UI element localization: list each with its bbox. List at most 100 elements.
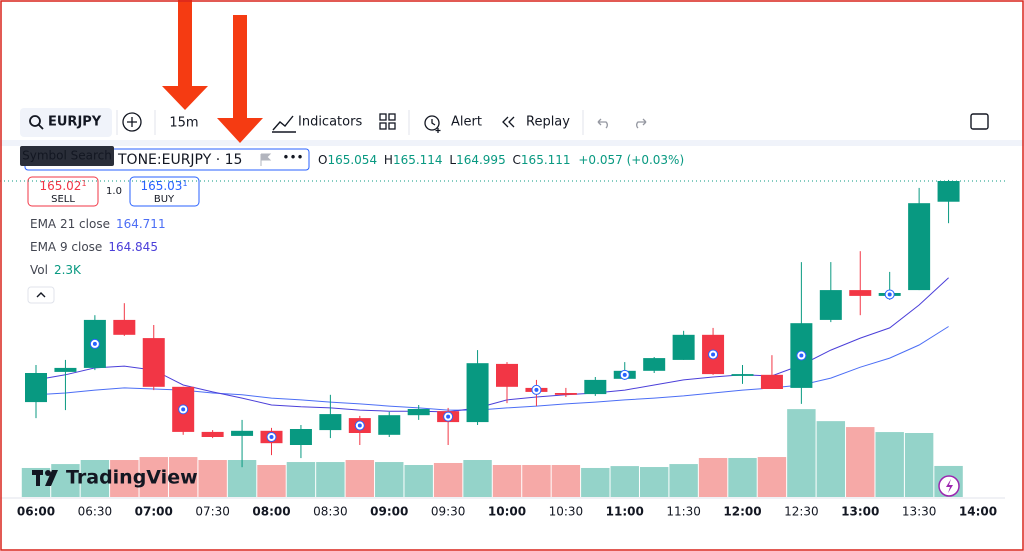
label: L xyxy=(449,153,456,167)
volume-bar xyxy=(757,457,787,497)
candle-body xyxy=(466,363,489,423)
plot: 06:00 06:30 07:00 07:30 08:00 08:30 09:00 09:30… xyxy=(0,179,1005,519)
toolbar-border xyxy=(0,140,1024,146)
event-marker xyxy=(357,423,362,428)
volume-bar xyxy=(522,465,551,497)
ema21-legend: EMA 21 close 164.711 xyxy=(30,217,166,231)
x-tick-label: 10:30 xyxy=(549,505,584,519)
x-tick-label: 14:00 xyxy=(959,505,997,519)
search-icon xyxy=(29,115,41,127)
candle-body xyxy=(819,290,842,320)
volume-bar xyxy=(375,462,404,497)
candle-body xyxy=(937,181,960,202)
layouts-icon[interactable] xyxy=(379,113,396,130)
compare-icon xyxy=(127,117,137,127)
volume-bar xyxy=(345,460,375,497)
sell-button[interactable] xyxy=(27,176,99,207)
x-tick-label: 07:00 xyxy=(135,505,173,519)
symbol[interactable]: EURJPY xyxy=(48,115,102,130)
event-marker xyxy=(622,372,627,377)
volume-bar xyxy=(257,465,286,497)
logo-mark xyxy=(32,470,58,486)
ohlc: O165.054 H165.114 L164.995 C165.111 +0.0… xyxy=(318,153,684,167)
replay-button[interactable]: Replay xyxy=(526,115,570,130)
event-marker xyxy=(711,352,716,357)
x-tick-label: 06:00 xyxy=(17,505,55,519)
value: 164.711 xyxy=(116,217,166,231)
lightning-icon xyxy=(946,479,953,493)
buy-price: 165.031 xyxy=(140,179,187,193)
candle-body xyxy=(407,409,430,416)
indicators-button[interactable]: Indicators xyxy=(298,115,362,130)
volume-bar xyxy=(610,466,639,497)
volume-bar xyxy=(404,465,433,497)
compare-button[interactable] xyxy=(122,112,142,132)
x-tick-label: 08:30 xyxy=(313,505,348,519)
event-marker xyxy=(92,341,97,346)
low-value: 164.995 xyxy=(456,153,506,167)
tooltip xyxy=(20,146,114,166)
event-marker xyxy=(887,292,892,297)
sell-label: SELL xyxy=(51,194,75,205)
tooltip-text: Symbol Search xyxy=(22,149,112,163)
indicators-icon xyxy=(272,115,296,133)
name: EMA 21 close xyxy=(30,217,110,231)
volume-bar xyxy=(51,464,80,497)
candle-body xyxy=(289,429,312,445)
flag-icon xyxy=(260,153,272,166)
label: O xyxy=(318,153,327,167)
alert-button[interactable]: Alert xyxy=(451,115,482,130)
event-marker xyxy=(446,414,451,419)
volume-bar xyxy=(168,457,198,497)
candle-body xyxy=(908,203,931,291)
volume-bar xyxy=(816,421,846,497)
event-marker xyxy=(799,353,804,358)
label: H xyxy=(384,153,393,167)
volume-bar xyxy=(904,433,934,497)
logo-text: TradingView xyxy=(66,467,198,489)
volume-bar xyxy=(80,460,110,497)
volume-bar xyxy=(492,465,522,497)
event-marker xyxy=(181,407,186,412)
price: 165.02 xyxy=(39,179,81,193)
alert-icon xyxy=(424,115,440,131)
spread: 1.0 xyxy=(106,186,122,197)
volume-bar xyxy=(463,460,492,497)
replay-icon xyxy=(502,116,515,128)
volume-bar xyxy=(639,467,669,497)
event-marker xyxy=(534,387,539,392)
vol-legend: Vol 2.3K xyxy=(30,263,82,277)
symbol-button[interactable] xyxy=(20,108,112,137)
alert-icon xyxy=(431,119,441,133)
x-tick-label: 06:30 xyxy=(78,505,113,519)
undo-button[interactable] xyxy=(597,118,608,129)
candle-body xyxy=(496,363,518,387)
ema9-legend: EMA 9 close 164.845 xyxy=(30,240,158,254)
more-button[interactable]: ••• xyxy=(282,151,303,165)
candle-body xyxy=(643,358,666,371)
volume-bar xyxy=(551,465,581,497)
price: 165.03 xyxy=(140,179,182,193)
interval[interactable]: 15m xyxy=(169,116,198,131)
x-tick-label: 12:00 xyxy=(723,505,761,519)
x-tick-label: 10:00 xyxy=(488,505,526,519)
event-marker xyxy=(269,435,274,439)
candle-body xyxy=(319,414,342,431)
volume-bar xyxy=(875,432,904,497)
x-tick-label: 13:30 xyxy=(902,505,937,519)
x-tick-label: 11:00 xyxy=(606,505,644,519)
volume-bar xyxy=(581,467,610,497)
name: Vol xyxy=(30,263,48,277)
volume-bar xyxy=(110,460,139,497)
buy-button[interactable] xyxy=(129,176,200,207)
pip: 1 xyxy=(182,179,187,188)
collapse-button[interactable] xyxy=(27,286,55,304)
fullscreen-button[interactable] xyxy=(970,113,989,130)
candle-body xyxy=(25,373,47,403)
sell-price: 165.021 xyxy=(39,179,86,193)
candle-body xyxy=(554,393,577,395)
redo-button[interactable] xyxy=(636,118,647,129)
x-tick-label: 11:30 xyxy=(666,505,701,519)
label: C xyxy=(513,153,521,167)
